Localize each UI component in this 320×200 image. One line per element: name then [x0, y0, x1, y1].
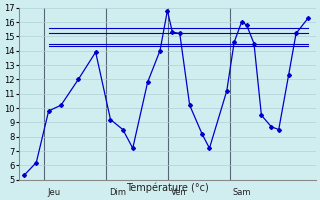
Text: Jeu: Jeu	[47, 188, 60, 197]
Text: Ven: Ven	[171, 188, 186, 197]
Text: Dim: Dim	[109, 188, 126, 197]
X-axis label: Température (°c): Température (°c)	[126, 183, 209, 193]
Text: Sam: Sam	[232, 188, 251, 197]
